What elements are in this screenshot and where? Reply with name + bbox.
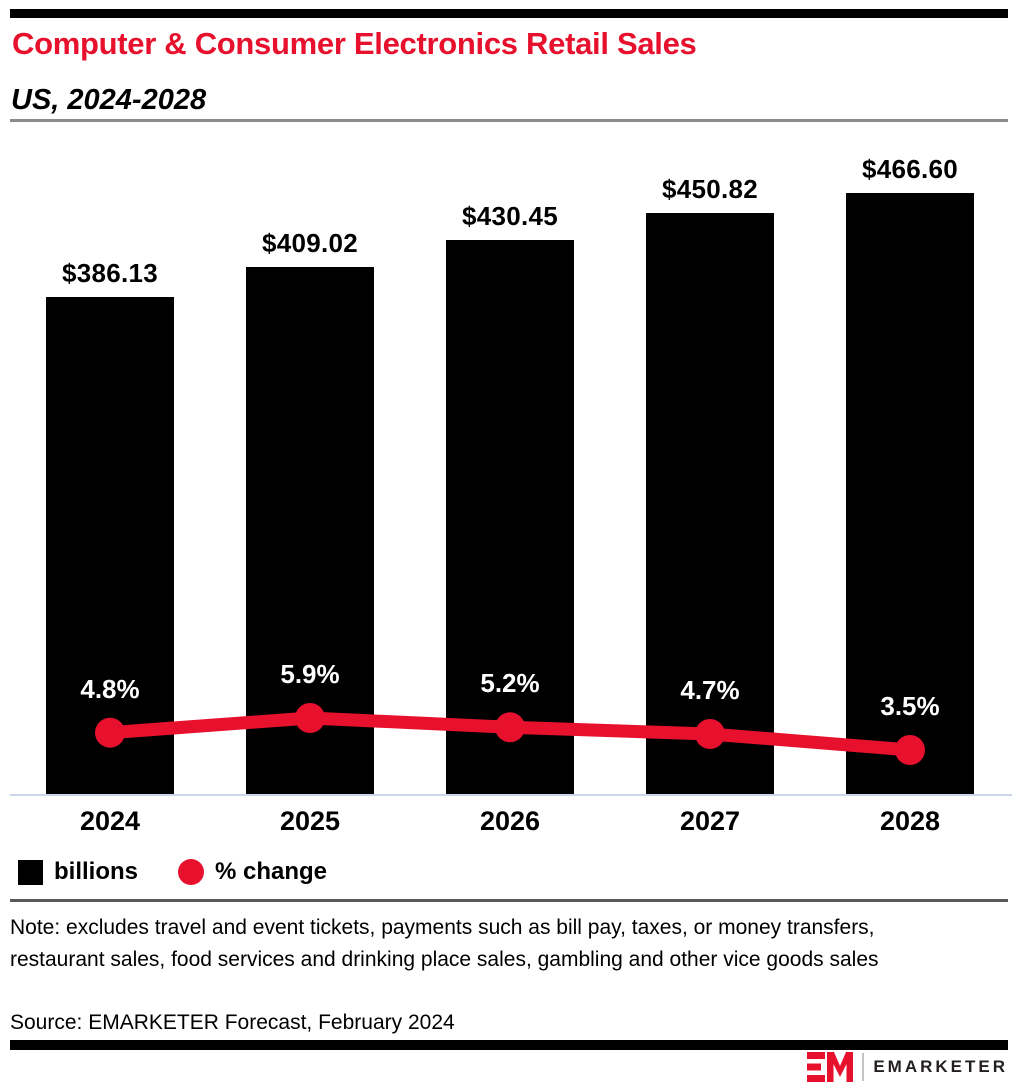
brand-logo: EMARKETER [807,1052,1008,1082]
sales-bar-2026 [446,239,574,796]
x-axis-line [10,794,1012,796]
chart-title: Computer & Consumer Electronics Retail S… [12,26,697,61]
footer-accent-bar [10,1040,1008,1050]
sales-bar-2028 [846,193,974,796]
x-axis-label-2026: 2026 [479,806,541,836]
header-divider [10,119,1008,122]
source-text: Source: EMARKETER Forecast, February 202… [10,1011,455,1034]
bar-column-2024: $386.13 4.8% [10,138,210,796]
legend: billions % change [18,858,327,886]
legend-line-swatch-icon [178,859,204,885]
chart-plot-area: $386.13 4.8% $409.02 5.9% $430.45 5.2% $450.82… [10,138,1010,796]
top-accent-bar [10,9,1008,18]
sales-bar-2025 [246,267,374,796]
chart-subtitle: US, 2024-2028 [11,84,207,116]
sales-bar-2024 [46,297,174,796]
note-text: Note: excludes travel and event tickets,… [10,916,879,971]
bar-column-2026: $430.45 5.2% [410,138,610,796]
pct-change-label-2026: 5.2% [480,668,540,699]
x-axis-label-2025: 2025 [279,806,341,836]
pct-change-label-2027: 4.7% [680,675,740,705]
sales-bar-2027 [646,213,774,796]
bar-value-label-2025: $409.02 [261,228,359,259]
bar-value-label-2028: $466.60 [861,154,959,184]
x-axis-label-2027: 2027 [679,806,741,836]
pct-change-label-2025: 5.9% [280,659,340,689]
bar-column-2027: $450.82 4.7% [610,138,810,796]
x-axis-label-2028: 2028 [879,806,941,836]
note-divider [10,899,1008,902]
bar-value-label-2026: $430.45 [461,200,559,231]
legend-line-label: % change [215,858,328,885]
bar-value-label-2027: $450.82 [661,174,759,205]
bar-column-2025: $409.02 5.9% [210,138,410,796]
legend-bars-label: billions [54,858,138,885]
brand-divider [862,1053,865,1081]
bar-column-2028: $466.60 3.5% [810,138,1010,796]
x-axis-labels: 2024 2025 2026 2027 2028 [10,806,1010,837]
pct-change-label-2028: 3.5% [880,691,940,721]
bar-value-label-2024: $386.13 [61,258,159,288]
pct-change-label-2024: 4.8% [80,673,140,704]
legend-bars-swatch-icon [18,859,43,885]
em-monogram-icon [807,1052,854,1082]
x-axis-label-2024: 2024 [79,806,141,836]
brand-name: EMARKETER [873,1057,1008,1076]
